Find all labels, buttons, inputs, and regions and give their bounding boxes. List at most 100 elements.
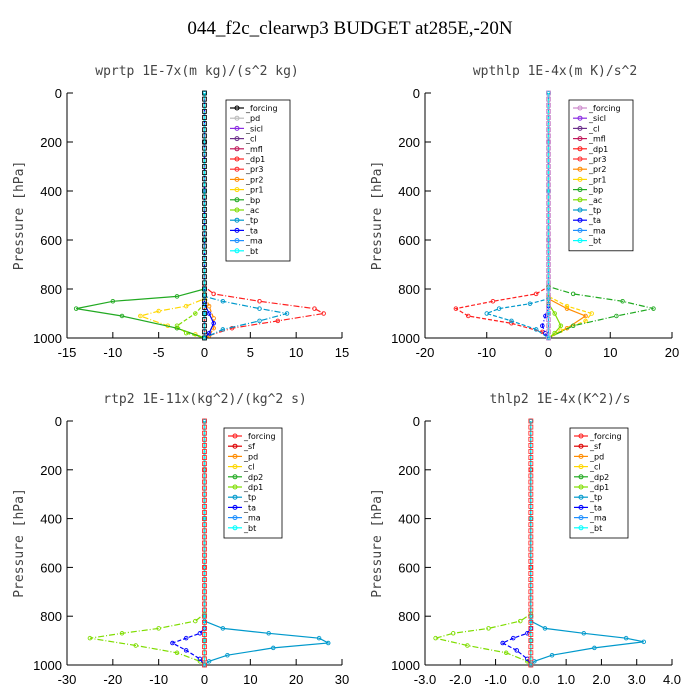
zero-marker: [202, 151, 207, 157]
zero-marker: [202, 170, 207, 176]
series-line: [435, 421, 532, 666]
zero-marker: [546, 206, 551, 212]
legend-label: _pd: [243, 452, 258, 461]
data-point: [592, 645, 597, 651]
data-point: [183, 635, 189, 641]
zero-marker: [202, 249, 207, 255]
legend-label: _bt: [245, 247, 258, 256]
legend-label: _bt: [588, 237, 601, 246]
legend-label: _bp: [245, 196, 260, 205]
data-point: [542, 626, 548, 631]
x-tick-label: 0: [545, 345, 552, 360]
legend-marker: [578, 443, 584, 449]
zero-marker: [202, 607, 207, 613]
zero-marker: [546, 90, 551, 96]
zero-profile-markers: [202, 90, 207, 341]
legend-marker: [234, 187, 240, 193]
legend-marker: [578, 484, 584, 490]
x-tick-label: 0: [201, 672, 208, 687]
zero-marker: [202, 540, 207, 546]
legend-label: _pd: [589, 452, 604, 461]
zero-marker: [202, 176, 207, 182]
x-tick-label: 1.0: [557, 672, 575, 687]
x-tick-label: 30: [335, 672, 349, 687]
series-line: [530, 421, 644, 666]
series-line: [501, 421, 532, 666]
zero-marker: [528, 644, 534, 650]
zero-marker: [202, 546, 207, 552]
x-tick-label: 20: [289, 672, 303, 687]
legend-marker: [578, 515, 584, 521]
zero-marker: [546, 268, 551, 274]
data-point: [220, 626, 226, 631]
zero-marker: [528, 497, 534, 503]
legend-label: _bt: [589, 524, 602, 533]
y-tick-label: 800: [40, 282, 62, 297]
legend-marker: [232, 474, 238, 480]
zero-marker: [528, 546, 534, 552]
zero-marker: [546, 157, 551, 163]
x-tick-label: 4.0: [663, 672, 681, 687]
zero-profile-markers: [202, 418, 207, 668]
zero-marker: [528, 601, 534, 607]
zero-marker: [202, 262, 207, 267]
legend-label: _sf: [243, 442, 255, 451]
legend-label: _ta: [589, 503, 602, 512]
series-line: [203, 93, 215, 339]
zero-marker: [528, 424, 534, 430]
data-point: [581, 631, 587, 636]
legend-marker: [234, 136, 240, 142]
series-line: [89, 421, 206, 666]
legend-label: _tp: [589, 493, 602, 502]
zero-marker: [202, 298, 207, 304]
zero-marker: [528, 442, 534, 448]
legend-marker: [234, 176, 240, 182]
data-point: [211, 291, 216, 297]
zero-marker: [202, 662, 207, 668]
zero-marker: [202, 430, 207, 436]
x-tick-label: 15: [335, 345, 349, 360]
zero-marker: [202, 317, 207, 323]
x-tick-label: -10: [149, 672, 168, 687]
y-axis-label: Pressure [hPa]: [12, 161, 27, 271]
legend-label: _pr2: [245, 175, 263, 184]
legend-marker: [234, 248, 240, 254]
y-tick-label: 400: [40, 512, 62, 527]
figure-title: 044_f2c_clearwp3 BUDGET at285E,-20N: [187, 18, 513, 39]
legend-marker: [232, 515, 238, 521]
zero-marker: [202, 619, 207, 625]
data-point: [257, 299, 262, 304]
zero-marker: [528, 540, 534, 546]
zero-marker: [528, 418, 534, 424]
x-tick-label: 0: [201, 345, 208, 360]
series-line: [454, 93, 550, 339]
legend-marker: [232, 504, 238, 510]
zero-marker: [202, 219, 207, 225]
y-tick-label: 1000: [391, 331, 420, 346]
data-point: [206, 330, 212, 336]
legend-label: _ac: [588, 196, 602, 205]
x-tick-label: -10: [103, 345, 122, 360]
legend-label: _sicl: [588, 114, 606, 123]
chart-panel-4: thlp2 1E-4x(K^2)/s Pressure [hPa] 0 200 400 6…: [370, 392, 681, 687]
data-point: [589, 311, 594, 316]
legend-label: _mfl: [588, 135, 606, 144]
legend-label: _cl: [588, 124, 600, 133]
data-point: [503, 650, 509, 656]
x-tick-label: -2.0: [449, 672, 471, 687]
legend-marker: [234, 115, 240, 121]
legend-marker: [577, 227, 583, 233]
legend-marker: [232, 433, 238, 439]
y-tick-label: 1000: [33, 331, 62, 346]
zero-marker: [546, 262, 551, 267]
y-tick-label: 400: [398, 512, 420, 527]
zero-profile-markers: [546, 90, 551, 341]
zero-marker: [528, 650, 534, 656]
zero-marker: [546, 127, 551, 133]
data-point: [614, 313, 619, 319]
data-point: [500, 640, 505, 646]
legend-marker: [234, 238, 240, 244]
zero-marker: [546, 182, 551, 188]
legend-label: _forcing: [243, 432, 276, 441]
x-tick-label: 3.0: [628, 672, 646, 687]
